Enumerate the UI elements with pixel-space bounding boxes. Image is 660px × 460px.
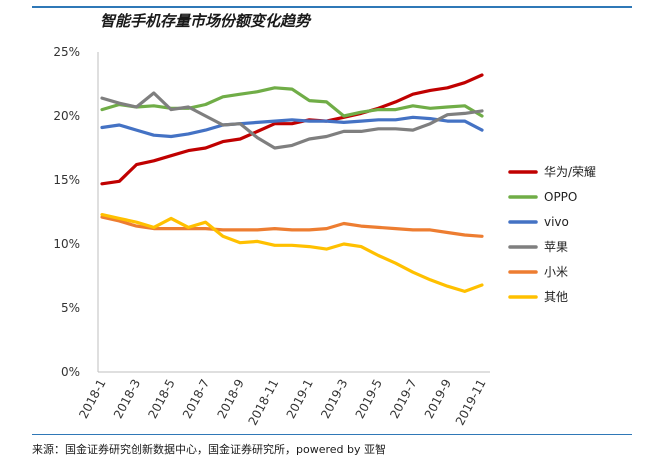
x-tick-label: 2018-3 [111,377,143,421]
source-note: 来源：国金证券研究创新数据中心，国金证券研究所，powered by 亚智 [32,443,386,456]
x-tick-label: 2018-1 [76,377,108,421]
line-chart: 0%5%10%15%20%25% 2018-1 2018-3 2018-5 2018-… [53,45,596,428]
chart-title: 智能手机存量市场份额变化趋势 [100,12,311,30]
y-tick-label: 0% [61,365,80,379]
x-tick-label: 2018-7 [180,377,212,421]
y-tick-label: 25% [53,45,80,59]
series-line-4 [100,215,484,238]
x-tick-label: 2019-9 [422,377,454,421]
bottom-rule [32,434,632,435]
legend-label: OPPO [544,190,577,204]
legend-label: 其他 [544,290,568,304]
x-tick-label: 2019-11 [453,377,489,428]
legend-label: 华为/荣耀 [544,165,596,179]
top-rule [32,6,632,8]
series-line-3 [100,91,484,150]
x-tick-label: 2019-1 [284,377,316,421]
x-tick-label: 2018-5 [145,377,177,421]
legend-label: vivo [544,215,569,229]
series-line-2 [100,115,484,139]
x-tick-label: 2019-5 [353,377,385,421]
x-tick-label: 2019-3 [318,377,350,421]
y-tick-label: 10% [53,237,80,251]
legend-label: 小米 [544,265,568,279]
x-tick-label: 2018-11 [245,377,281,428]
y-tick-label: 20% [53,109,80,123]
y-tick-labels: 0% 5% 10% 15% 20% 25% [53,45,80,379]
series-line-5 [100,213,484,293]
series-lines [100,73,484,293]
x-tick-label: 2018-9 [215,377,247,421]
legend-label: 苹果 [544,240,568,254]
y-tick-label: 15% [53,173,80,187]
x-tick-label: 2019-7 [387,377,419,421]
y-tick-label: 5% [61,301,80,315]
series-line-0 [100,73,484,186]
series-line-1 [100,86,484,118]
